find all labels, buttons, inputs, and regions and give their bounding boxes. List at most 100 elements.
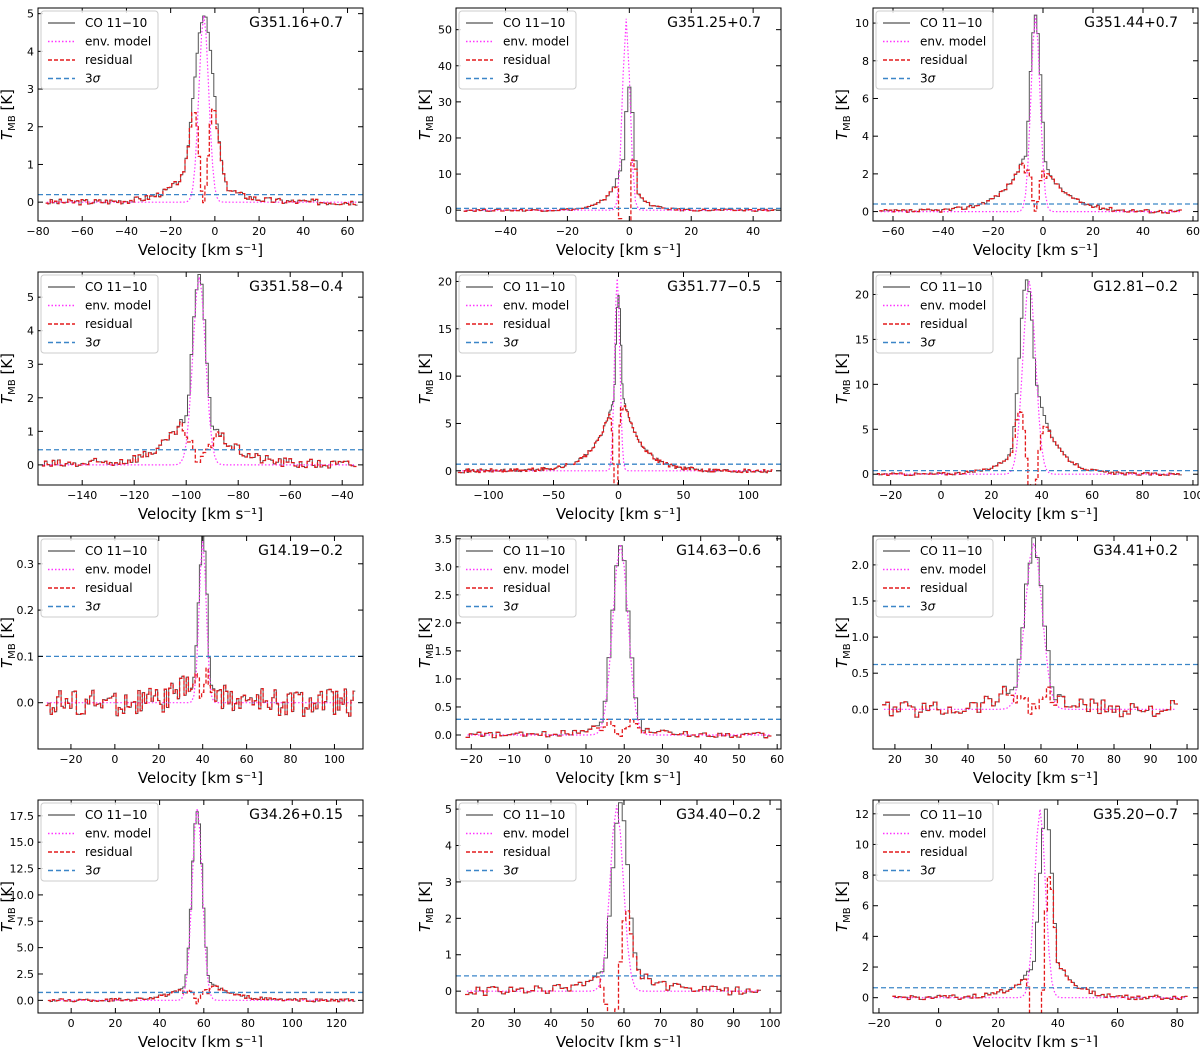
- panel-1: −80 −60 −40 −20 0 20 40 60 0 1 2 3 4 5 Velocity [km s⁻…: [0, 7, 364, 259]
- y-tick-label: 0: [445, 985, 452, 998]
- legend-label: residual: [503, 845, 551, 859]
- legend-label: 3σ: [85, 336, 101, 350]
- y-tick-label: 5.0: [17, 942, 35, 955]
- y-tick-label: 4: [27, 325, 34, 338]
- x-tick-label: 0: [935, 1017, 942, 1030]
- x-tick-label: 40: [746, 225, 760, 238]
- y-axis-label: TMB [K]: [833, 881, 853, 932]
- y-tick-label: 2: [27, 392, 34, 405]
- x-tick-label: 100: [738, 489, 759, 502]
- x-tick-label: −20: [879, 489, 902, 502]
- y-tick-label: 15: [438, 323, 452, 336]
- x-tick-label: 20: [617, 753, 631, 766]
- legend-label: 3σ: [503, 864, 519, 878]
- x-tick-label: 60: [341, 225, 355, 238]
- panel-title: G351.77−0.5: [667, 279, 761, 295]
- x-tick-label: −140: [67, 489, 97, 502]
- legend-box: [875, 538, 994, 618]
- x-tick-label: 40: [296, 225, 310, 238]
- x-tick-label: 100: [1177, 753, 1198, 766]
- x-tick-label: 80: [241, 1017, 255, 1030]
- x-tick-label: 40: [1035, 489, 1049, 502]
- plot-area: [38, 15, 363, 206]
- y-tick-label: 3.5: [435, 533, 453, 546]
- x-tick-label: 40: [153, 1017, 167, 1030]
- y-tick-label: 2: [27, 121, 34, 134]
- y-tick-label: 5: [27, 8, 34, 21]
- x-tick-label: −80: [227, 489, 250, 502]
- panel-title: G12.81−0.2: [1093, 279, 1178, 295]
- legend-label: 3σ: [920, 336, 936, 350]
- y-tick-label: 4: [862, 130, 869, 143]
- panel-5: −100 −50 0 50 100 0 5 10 15 20 Velocity [km s⁻¹] TM…: [416, 271, 782, 523]
- x-tick-label: −40: [494, 225, 517, 238]
- y-tick-label: 5: [862, 423, 869, 436]
- series-residual: [47, 985, 356, 1005]
- y-tick-label: 2.0: [435, 617, 453, 630]
- y-axis-label: TMB [K]: [416, 617, 436, 668]
- x-axis-label: Velocity [km s⁻¹]: [556, 505, 681, 523]
- y-tick-label: 1: [445, 949, 452, 962]
- legend-label: CO 11−10: [920, 280, 982, 294]
- y-tick-label: 8: [862, 55, 869, 68]
- series-env-model: [46, 540, 355, 704]
- x-tick-label: 0: [211, 225, 218, 238]
- x-tick-label: 0: [1040, 225, 1047, 238]
- legend-label: env. model: [85, 35, 151, 49]
- panel-12: −20 0 20 40 60 80 0 2 4 6 8 10 12 Velocity [km s⁻¹] TM…: [833, 799, 1199, 1047]
- y-tick-label: 2.0: [852, 559, 870, 572]
- x-tick-label: 20: [984, 489, 998, 502]
- panel-title: G34.41+0.2: [1093, 543, 1178, 559]
- series-co-11-10: [463, 86, 777, 212]
- legend-label: env. model: [920, 299, 986, 313]
- series-co-11-10: [892, 808, 1188, 1000]
- y-axis-label: TMB [K]: [416, 881, 436, 932]
- x-tick-label: 0: [544, 753, 551, 766]
- y-tick-label: 0: [862, 206, 869, 219]
- x-tick-label: −80: [26, 225, 49, 238]
- legend-box: [875, 802, 994, 882]
- legend-label: residual: [85, 581, 133, 595]
- legend-label: CO 11−10: [920, 544, 982, 558]
- x-axis-label: Velocity [km s⁻¹]: [138, 769, 263, 787]
- plot-frame: [872, 7, 1199, 222]
- panel-title: G34.26+0.15: [249, 807, 343, 823]
- y-tick-label: 0: [27, 196, 34, 209]
- x-tick-label: 20: [991, 1017, 1005, 1030]
- plot-area: [38, 808, 363, 1005]
- plot-area: [873, 14, 1198, 214]
- y-tick-label: 10: [438, 370, 452, 383]
- legend-label: CO 11−10: [920, 808, 982, 822]
- plot-frame: [872, 799, 1199, 1014]
- y-tick-label: 4: [445, 840, 452, 853]
- plot-area: [456, 802, 781, 1013]
- x-tick-label: 30: [655, 753, 669, 766]
- x-tick-label: 60: [770, 753, 784, 766]
- plot-frame: [455, 535, 782, 750]
- y-tick-label: 0: [862, 468, 869, 481]
- legend-label: env. model: [920, 35, 986, 49]
- y-axis-label: TMB [K]: [0, 353, 18, 404]
- y-tick-label: 0.3: [17, 558, 35, 571]
- x-axis-label: Velocity [km s⁻¹]: [973, 769, 1098, 787]
- legend-label: residual: [920, 845, 968, 859]
- x-tick-label: 40: [1136, 225, 1150, 238]
- legend-label: residual: [85, 53, 133, 67]
- series-residual: [463, 159, 777, 221]
- x-axis-label: Velocity [km s⁻¹]: [138, 1033, 263, 1047]
- y-tick-label: 0.0: [17, 697, 35, 710]
- legend-label: residual: [503, 317, 551, 331]
- x-tick-label: 20: [471, 1017, 485, 1030]
- y-axis-label: TMB [K]: [416, 89, 436, 140]
- legend-label: residual: [85, 317, 133, 331]
- legend-label: CO 11−10: [503, 544, 565, 558]
- x-tick-label: 40: [196, 753, 210, 766]
- x-tick-label: 0: [938, 489, 945, 502]
- y-tick-label: 10.0: [10, 889, 35, 902]
- y-tick-label: 12: [855, 808, 869, 821]
- x-tick-label: −20: [556, 225, 579, 238]
- plot-area: [873, 537, 1198, 718]
- x-axis-label: Velocity [km s⁻¹]: [973, 505, 1098, 523]
- y-tick-label: 40: [438, 60, 452, 73]
